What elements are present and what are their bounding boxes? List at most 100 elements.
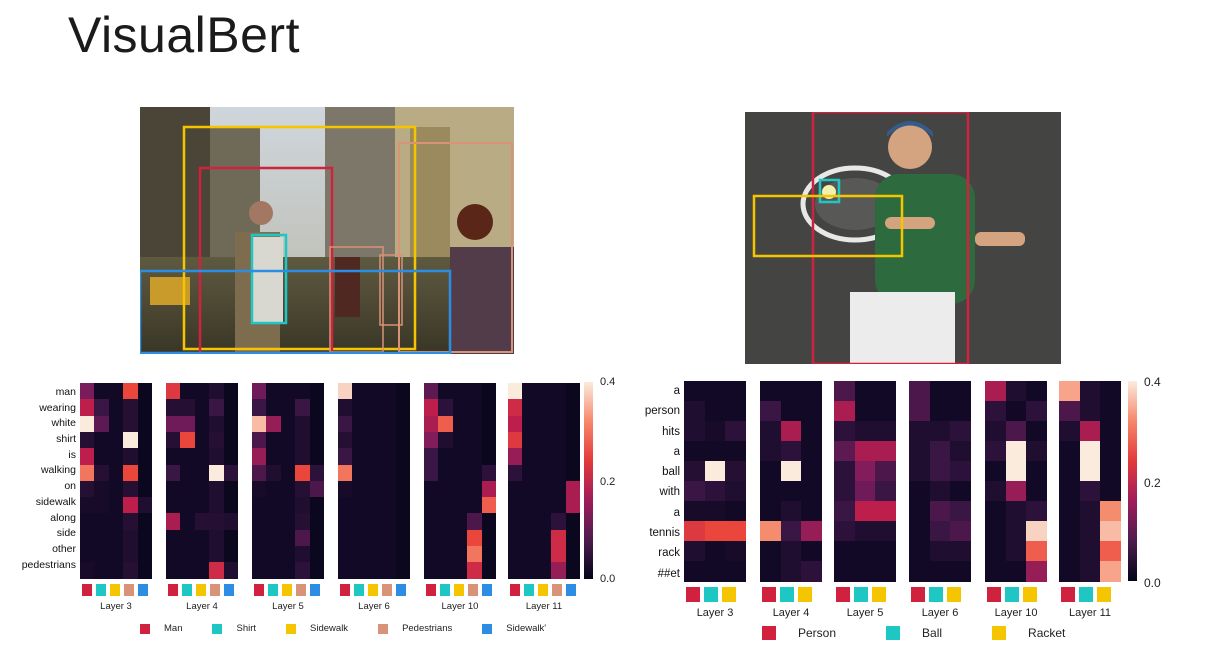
heatmap-cell — [780, 561, 802, 582]
heatmap-cell — [801, 501, 823, 522]
heatmap-cell — [929, 461, 951, 482]
heatmap-cell — [123, 464, 138, 482]
heatmap-cell — [366, 464, 382, 482]
heatmap-cell — [452, 480, 468, 498]
heatmap-cell — [834, 381, 855, 402]
heatmap-cell — [551, 448, 566, 465]
heatmap-cell — [1005, 401, 1027, 422]
heatmap-cell — [522, 562, 537, 580]
heatmap-cell — [381, 497, 396, 514]
heatmap-cell — [137, 448, 152, 465]
heatmap-cell — [381, 431, 396, 449]
heatmap-cell — [565, 399, 580, 417]
heatmap-cell — [338, 546, 353, 563]
legend-color-box — [212, 623, 223, 634]
heatmap-cell — [481, 431, 496, 449]
heatmap-cell — [1100, 561, 1122, 582]
heatmap-cell — [180, 546, 195, 563]
heatmap-cell — [854, 561, 876, 582]
heatmap-cell — [108, 415, 124, 433]
left-heatmap-layer-4 — [166, 383, 238, 580]
heatmap-cell — [194, 464, 210, 482]
heatmap-cell — [295, 415, 310, 433]
heatmap-cell — [166, 415, 181, 433]
heatmap-cell — [266, 448, 281, 465]
heatmap-cell — [123, 546, 138, 563]
heatmap-cell — [1005, 541, 1027, 562]
heatmap-cell — [801, 461, 823, 482]
heatmap-cell — [536, 529, 552, 547]
heatmap-cell — [166, 497, 181, 514]
heatmap-cell — [508, 399, 523, 417]
layer-label: Layer 6 — [358, 601, 390, 612]
heatmap-cell — [80, 529, 95, 547]
heatmap-cell — [684, 521, 705, 542]
heatmap-cell — [522, 513, 537, 531]
heatmap-cell — [438, 546, 453, 563]
heatmap-cell — [1100, 461, 1122, 482]
heatmap-cell — [280, 415, 296, 433]
heatmap-cell — [704, 421, 726, 442]
heatmap-cell — [481, 415, 496, 433]
object-color-swatch — [704, 587, 718, 602]
heatmap-cell — [180, 562, 195, 580]
heatmap-cell — [684, 561, 705, 582]
heatmap-cell — [522, 415, 537, 433]
heatmap-cell — [452, 546, 468, 563]
heatmap-cell — [875, 521, 897, 542]
heatmap-cell — [467, 399, 482, 417]
legend-color-box — [762, 626, 776, 640]
heatmap-cell — [295, 497, 310, 514]
legend-item: Sidewalk — [286, 623, 348, 634]
heatmap-cell — [801, 541, 823, 562]
object-color-swatch — [686, 587, 700, 602]
heatmap-cell — [1100, 441, 1122, 462]
object-color-swatch — [354, 584, 364, 596]
heatmap-cell — [467, 513, 482, 531]
heatmap-cell — [834, 541, 855, 562]
object-color-swatch — [396, 584, 406, 596]
heatmap-cell — [780, 441, 802, 462]
heatmap-cell — [209, 448, 224, 465]
heatmap-cell — [481, 480, 496, 498]
heatmap-cell — [508, 431, 523, 449]
word-label: walking — [40, 464, 76, 477]
heatmap-cell — [1079, 501, 1101, 522]
heatmap-cell — [985, 521, 1006, 542]
heatmap-cell — [536, 399, 552, 417]
heatmap-cell — [725, 521, 747, 542]
heatmap-cell — [108, 529, 124, 547]
heatmap-cell — [80, 383, 95, 400]
heatmap-cell — [395, 513, 410, 531]
heatmap-cell — [94, 415, 109, 433]
heatmap-cell — [280, 464, 296, 482]
heatmap-cell — [424, 497, 439, 514]
heatmap-cell — [1059, 461, 1080, 482]
heatmap-cell — [395, 464, 410, 482]
right-colorbar — [1128, 381, 1137, 581]
heatmap-cell — [352, 431, 367, 449]
heatmap-cell — [424, 464, 439, 482]
heatmap-cell — [1026, 401, 1048, 422]
object-color-swatch — [110, 584, 120, 596]
heatmap-cell — [424, 546, 439, 563]
heatmap-cell — [108, 497, 124, 514]
heatmap-cell — [1026, 421, 1048, 442]
heatmap-cell — [180, 448, 195, 465]
heatmap-cell — [266, 415, 281, 433]
heatmap-cell — [209, 513, 224, 531]
heatmap-cell — [522, 399, 537, 417]
heatmap-cell — [108, 546, 124, 563]
heatmap-cell — [834, 461, 855, 482]
heatmap-cell — [467, 415, 482, 433]
heatmap-cell — [166, 448, 181, 465]
heatmap-cell — [854, 421, 876, 442]
heatmap-cell — [1026, 481, 1048, 502]
heatmap-cell — [366, 562, 382, 580]
legend-item: Man — [140, 623, 182, 634]
left-heatmap-layer-11 — [508, 383, 580, 580]
object-color-swatch — [1079, 587, 1093, 602]
legend-label: Sidewalk' — [506, 623, 547, 634]
object-color-swatch — [780, 587, 794, 602]
heatmap-cell — [551, 546, 566, 563]
